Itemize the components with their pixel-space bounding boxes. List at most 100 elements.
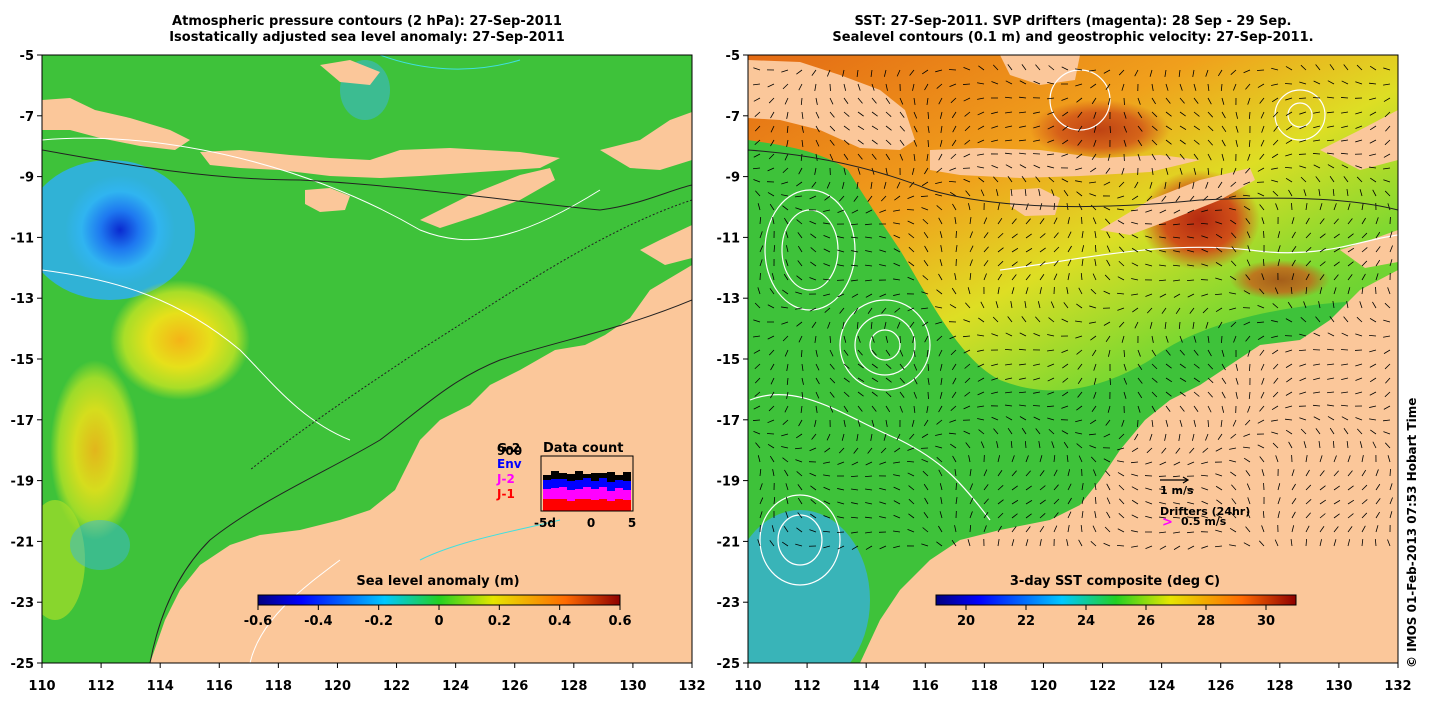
- velocity-arrow: [1193, 377, 1200, 383]
- velocity-arrow: [949, 304, 957, 309]
- velocity-arrow: [814, 419, 817, 427]
- velocity-arrow: [1333, 248, 1341, 253]
- velocity-arrow: [1193, 97, 1199, 104]
- velocity-arrow: [963, 319, 971, 323]
- velocity-arrow: [899, 111, 905, 118]
- velocity-arrow: [964, 111, 971, 117]
- velocity-arrow: [767, 419, 775, 424]
- velocity-arrow: [923, 231, 929, 239]
- velocity-arrow: [850, 475, 859, 478]
- velocity-arrow: [935, 306, 943, 309]
- velocity-arrow: [871, 349, 877, 356]
- velocity-arrow: [1285, 318, 1293, 323]
- velocity-arrow: [977, 125, 985, 130]
- velocity-arrow: [885, 83, 888, 91]
- velocity-arrow: [829, 111, 835, 118]
- velocity-arrow: [1305, 484, 1312, 491]
- velocity-arrow: [1387, 287, 1391, 295]
- velocity-arrow: [907, 307, 915, 312]
- velocity-arrow: [885, 419, 888, 427]
- velocity-arrow: [977, 139, 985, 144]
- velocity-arrow: [1259, 204, 1265, 211]
- data-count-bar-segment: [567, 474, 575, 481]
- velocity-arrow: [838, 447, 845, 454]
- velocity-arrow: [1192, 433, 1195, 441]
- velocity-arrow: [909, 69, 915, 76]
- velocity-arrow: [1134, 69, 1139, 77]
- velocity-arrow: [1047, 334, 1055, 337]
- x-tick-label: 126: [501, 679, 528, 694]
- velocity-arrow: [1172, 516, 1181, 519]
- velocity-arrow: [1159, 264, 1167, 267]
- velocity-arrow: [965, 442, 971, 449]
- velocity-arrow: [1062, 363, 1069, 369]
- velocity-arrow: [1025, 470, 1031, 477]
- data-count-bar-segment: [623, 481, 631, 490]
- velocity-arrow: [810, 513, 817, 519]
- x-tick-label: 116: [206, 679, 233, 694]
- velocity-arrow: [1271, 97, 1279, 103]
- velocity-arrow: [795, 543, 803, 547]
- velocity-arrow: [879, 235, 887, 239]
- velocity-arrow: [784, 153, 789, 161]
- velocity-arrow: [950, 153, 957, 160]
- velocity-arrow: [1187, 236, 1195, 239]
- velocity-arrow: [1193, 419, 1197, 427]
- velocity-arrow: [1333, 513, 1340, 519]
- velocity-arrow: [1201, 209, 1209, 213]
- velocity-arrow: [885, 153, 891, 161]
- velocity-arrow: [826, 181, 831, 189]
- velocity-arrow: [1333, 526, 1339, 533]
- velocity-arrow: [1187, 461, 1195, 466]
- velocity-arrow: [940, 245, 943, 253]
- velocity-arrow: [815, 377, 820, 385]
- velocity-arrow: [1383, 405, 1391, 410]
- velocity-arrow: [1207, 363, 1214, 370]
- velocity-arrow: [1078, 287, 1083, 295]
- velocity-arrow: [843, 391, 850, 397]
- velocity-arrow: [754, 363, 761, 370]
- velocity-arrow: [801, 377, 804, 385]
- velocity-arrow: [1259, 405, 1265, 412]
- velocity-arrow: [1189, 307, 1195, 314]
- velocity-arrow: [1248, 139, 1251, 148]
- velocity-arrow: [1303, 189, 1307, 197]
- velocity-arrow: [829, 125, 836, 132]
- velocity-arrow: [963, 97, 971, 102]
- velocity-arrow: [1159, 545, 1167, 550]
- velocity-arrow: [1347, 470, 1353, 477]
- velocity-arrow: [823, 263, 831, 267]
- x-tick-label: 120: [1030, 679, 1057, 694]
- velocity-arrow: [1159, 531, 1167, 534]
- velocity-arrow: [1164, 433, 1167, 441]
- velocity-arrow: [1005, 164, 1013, 169]
- velocity-arrow: [1207, 349, 1212, 357]
- velocity-arrow: [1062, 111, 1069, 117]
- data-count-bar-segment: [583, 487, 591, 499]
- drifter-glyph: >: [1162, 515, 1173, 530]
- velocity-arrow: [1319, 233, 1326, 239]
- velocity-arrow: [1011, 526, 1017, 533]
- velocity-arrow: [781, 433, 789, 437]
- velocity-arrow: [1172, 475, 1181, 478]
- velocity-arrow: [1007, 427, 1013, 435]
- velocity-arrow: [1005, 152, 1013, 155]
- tanimbar-islands: [600, 112, 692, 170]
- velocity-arrow: [1103, 181, 1111, 186]
- velocity-arrow: [1005, 363, 1013, 366]
- velocity-arrow: [1067, 469, 1071, 477]
- velocity-arrow: [1215, 485, 1223, 491]
- velocity-arrow: [1259, 456, 1265, 463]
- velocity-arrow: [1093, 125, 1097, 133]
- velocity-arrow: [1207, 153, 1212, 161]
- velocity-arrow: [1246, 483, 1251, 491]
- velocity-arrow: [906, 460, 915, 463]
- velocity-arrow: [755, 442, 761, 449]
- velocity-arrow: [1369, 377, 1377, 383]
- velocity-arrow: [1048, 177, 1055, 183]
- velocity-arrow: [871, 391, 878, 397]
- velocity-arrow: [796, 69, 803, 75]
- velocity-arrow: [978, 429, 985, 435]
- velocity-arrow: [1039, 455, 1043, 463]
